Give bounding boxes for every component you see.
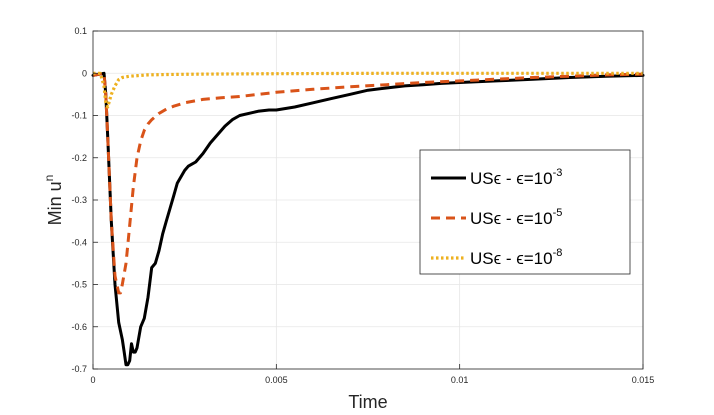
- y-tick-label: 0.1: [74, 26, 87, 36]
- legend-label-main: USϵ - ϵ=10: [470, 249, 553, 268]
- x-tick-label: 0.015: [632, 375, 655, 385]
- legend-label-1: USϵ - ϵ=10-3: [470, 167, 562, 188]
- y-axis-title-sup: n: [42, 175, 56, 182]
- series-line-3: [93, 71, 643, 109]
- y-axis-title-main: Min u: [45, 181, 65, 225]
- x-tick-label: 0.01: [451, 375, 469, 385]
- legend-label-2: USϵ - ϵ=10-5: [470, 207, 562, 228]
- series-group: [91, 71, 645, 367]
- y-tick-label: -0.1: [71, 111, 87, 121]
- x-tick-label: 0.005: [265, 375, 288, 385]
- y-tick-label: -0.5: [71, 280, 87, 290]
- y-tick-label: -0.7: [71, 364, 87, 374]
- legend-label-main: USϵ - ϵ=10: [470, 169, 553, 188]
- y-tick-label: -0.4: [71, 237, 87, 247]
- x-axis-title: Time: [348, 392, 387, 412]
- series-line-2: [92, 71, 644, 295]
- series-line-1: [91, 71, 645, 367]
- legend-label-exponent: -3: [553, 167, 563, 179]
- ticks: 0.10-0.1-0.2-0.3-0.4-0.5-0.6-0.70 0.005 0.…: [71, 26, 654, 385]
- y-tick-label: 0: [82, 68, 87, 78]
- y-tick-label: -0.3: [71, 195, 87, 205]
- y-tick-label: -0.2: [71, 153, 87, 163]
- y-tick-label: -0.6: [71, 322, 87, 332]
- legend-label-exponent: -8: [553, 247, 563, 259]
- y-axis-title: Min un: [42, 175, 65, 226]
- x-tick-label: 0: [90, 375, 95, 385]
- legend-label-main: USϵ - ϵ=10: [470, 209, 553, 228]
- legend-label-exponent: -5: [553, 207, 563, 219]
- legend-box: [419, 149, 631, 275]
- legend-label-3: USϵ - ϵ=10-8: [470, 247, 562, 268]
